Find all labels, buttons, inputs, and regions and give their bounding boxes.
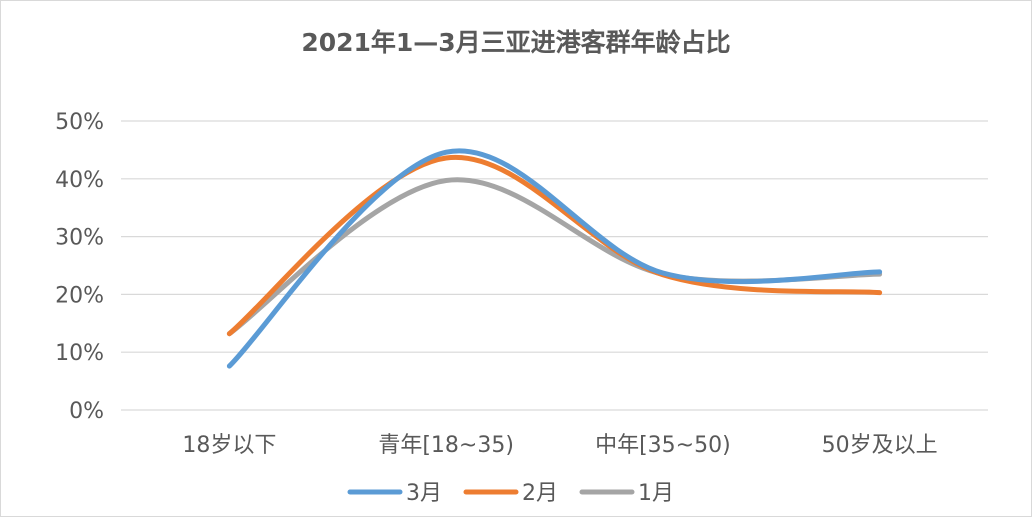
x-axis-ticks: 18岁以下 青年[18~35) 中年[35~50) 50岁及以上 bbox=[182, 433, 937, 458]
legend-label: 3月 bbox=[406, 481, 442, 506]
y-tick-label: 30% bbox=[55, 226, 104, 251]
x-tick-label: 50岁及以上 bbox=[822, 433, 938, 458]
y-tick-label: 10% bbox=[55, 341, 104, 366]
chart-title: 2021年1—3月三亚进港客群年龄占比 bbox=[301, 28, 731, 57]
series-line-2月 bbox=[226, 154, 883, 337]
series-lines bbox=[226, 148, 883, 369]
legend-label: 1月 bbox=[638, 481, 674, 506]
x-tick-label: 青年[18~35) bbox=[378, 433, 514, 458]
y-tick-label: 50% bbox=[55, 110, 104, 135]
x-tick-label: 中年[35~50) bbox=[595, 433, 731, 458]
x-tick-label: 18岁以下 bbox=[182, 433, 276, 458]
series-line-3月 bbox=[226, 148, 883, 369]
y-axis-ticks: 0% 10% 20% 30% 40% 50% bbox=[55, 110, 104, 424]
y-tick-label: 20% bbox=[55, 283, 104, 308]
gridlines bbox=[121, 120, 988, 411]
legend: 3月 2月 1月 bbox=[347, 481, 674, 506]
y-tick-label: 40% bbox=[55, 168, 104, 193]
y-tick-label: 0% bbox=[69, 399, 104, 424]
legend-label: 2月 bbox=[522, 481, 558, 506]
